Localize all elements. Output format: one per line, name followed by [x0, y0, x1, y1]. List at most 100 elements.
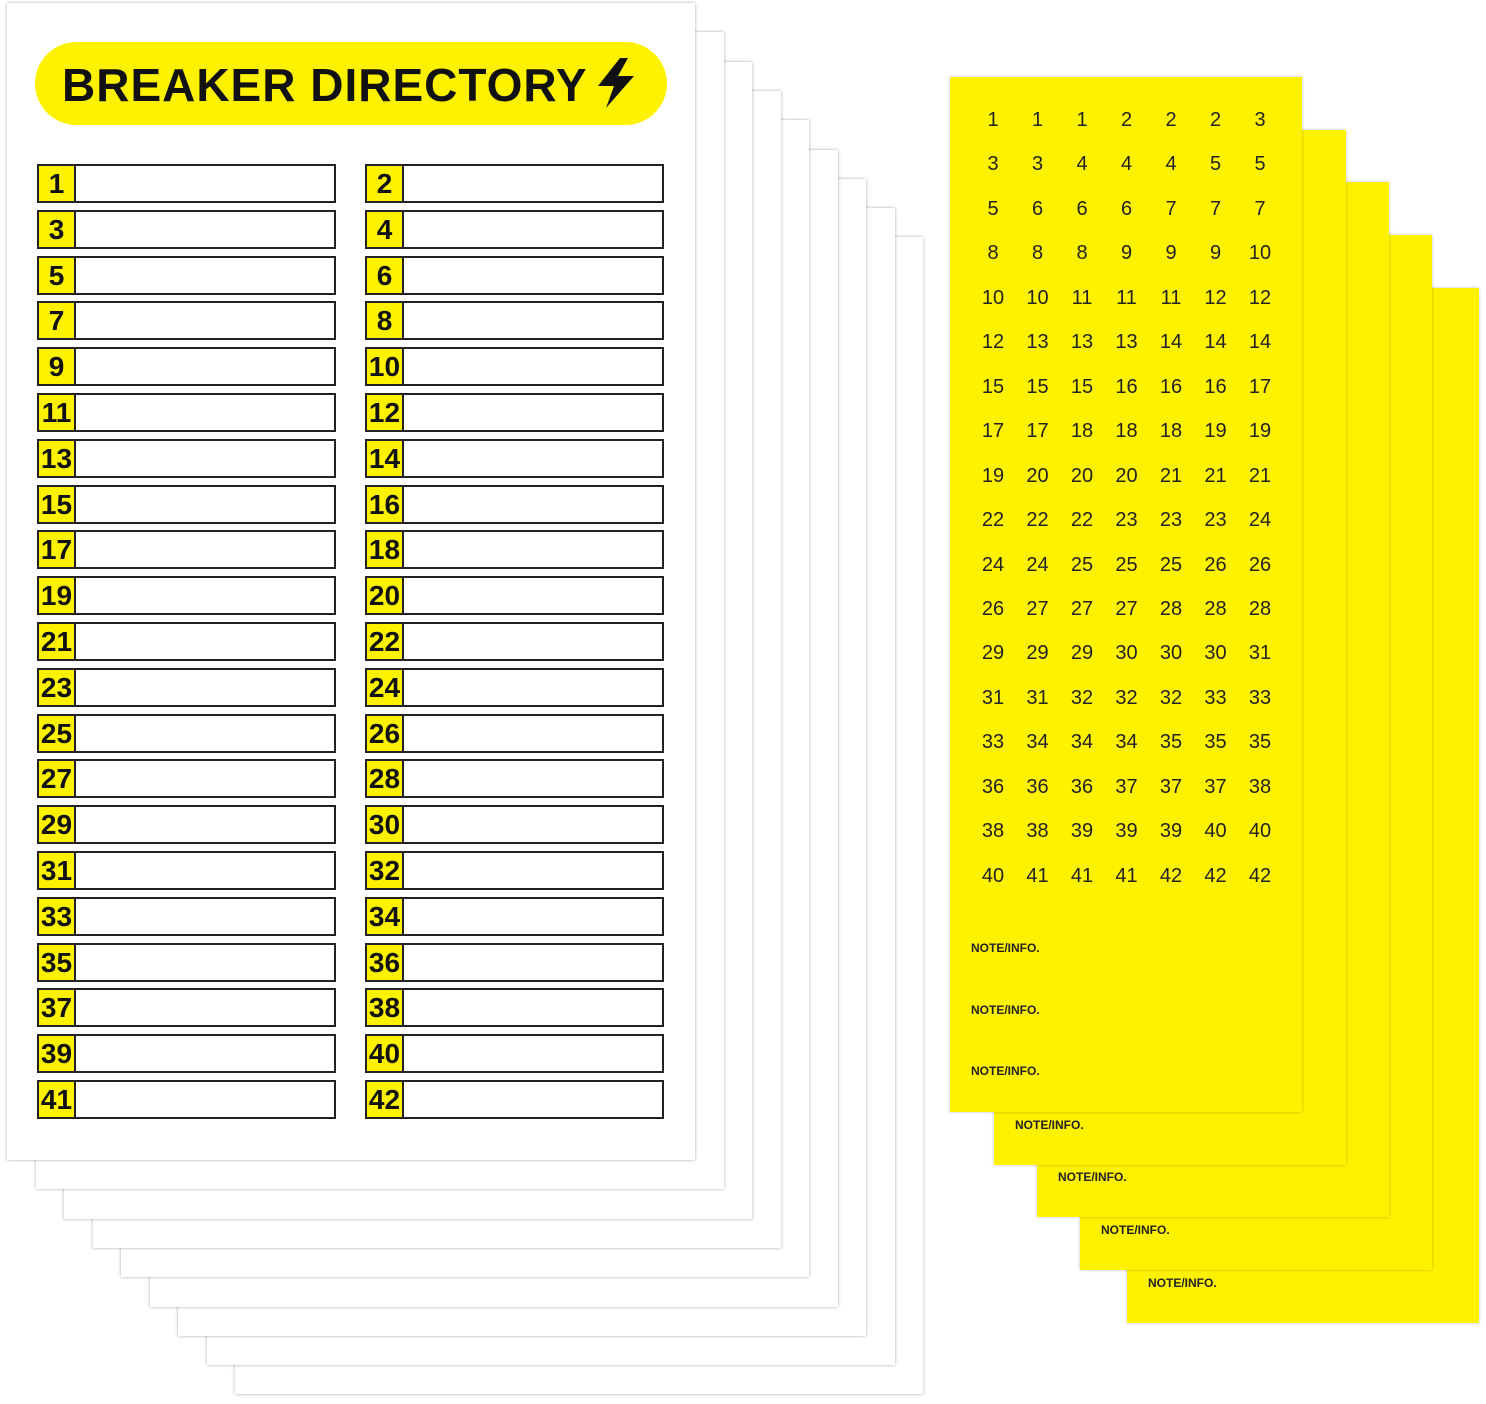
label-number: 35 [1204, 731, 1227, 754]
slot: 21 [37, 622, 336, 661]
label-number: 13 [1070, 331, 1094, 354]
label-number: 11 [1160, 286, 1182, 309]
label-number: 1 [987, 109, 999, 131]
label-number: 38 [981, 820, 1005, 843]
slot: 7 [37, 301, 336, 341]
slot-number: 21 [39, 624, 76, 659]
title: BREAKER DIRECTORY [62, 59, 588, 111]
label-number: 37 [1115, 775, 1138, 798]
slot-number: 24 [367, 669, 404, 705]
label-number: 12 [1204, 286, 1227, 309]
label-number: 34 [1026, 731, 1049, 754]
slot: 34 [365, 896, 664, 936]
label-number: 17 [981, 420, 1005, 443]
slot: 2 [365, 164, 664, 203]
slot: 31 [37, 851, 336, 890]
slot: 11 [37, 393, 336, 432]
label-number: 21 [1248, 464, 1272, 487]
label-number: 30 [1204, 642, 1227, 665]
label-number: 15 [981, 375, 1005, 398]
label-number: 13 [1115, 331, 1138, 354]
label-number: 18 [1115, 420, 1138, 443]
label-number: 35 [1159, 731, 1183, 754]
label-number: 9 [1120, 242, 1133, 265]
slot: 22 [365, 622, 664, 661]
slot: 20 [365, 576, 664, 616]
label-number: 20 [1070, 464, 1094, 487]
slot: 41 [37, 1080, 336, 1119]
label-number: 31 [1026, 686, 1049, 709]
label-number: 14 [1204, 331, 1227, 354]
label-number: 29 [981, 642, 1005, 665]
slot-number: 25 [39, 715, 76, 751]
label-number: 6 [1031, 197, 1044, 220]
label-number: 16 [1204, 375, 1227, 398]
slot-number: 19 [39, 578, 76, 614]
label-number: 8 [987, 242, 999, 265]
label-number: 26 [1204, 553, 1227, 576]
label-number: 27 [1070, 597, 1094, 620]
label-number: 34 [1115, 731, 1138, 754]
label-number: 37 [1204, 775, 1227, 798]
slot: 26 [365, 713, 664, 753]
slot: 25 [37, 713, 336, 753]
slot-number: 38 [367, 990, 404, 1026]
note: NOTE/INFO. [971, 941, 1040, 955]
label-number: 5 [987, 197, 999, 220]
slot-number: 23 [39, 669, 76, 705]
label-number: 40 [1204, 820, 1227, 843]
slot-number: 18 [367, 532, 404, 568]
label-number: 2 [1120, 109, 1133, 131]
slot: 3 [37, 209, 336, 249]
label-number: 38 [1026, 820, 1049, 843]
slot: 39 [37, 1034, 336, 1074]
label-number: 7 [1254, 197, 1266, 220]
slot-number: 10 [367, 349, 404, 385]
label-number: 35 [1248, 731, 1272, 754]
label-number: 4 [1076, 153, 1088, 176]
slot: 17 [37, 530, 336, 570]
slot-number: 30 [367, 807, 404, 843]
slot: 37 [37, 988, 336, 1028]
label-number: 14 [1159, 331, 1183, 354]
label-number: 37 [1159, 775, 1183, 798]
slot: 18 [365, 530, 664, 570]
slot-number: 8 [367, 303, 404, 339]
label-number: 10 [1026, 286, 1049, 309]
label-number: 41 [1070, 864, 1094, 887]
label-number: 19 [1248, 420, 1272, 443]
label-number: 8 [1076, 242, 1088, 265]
label-number: 21 [1159, 464, 1183, 487]
slot-number: 35 [39, 944, 76, 980]
label-number: 25 [1159, 553, 1183, 576]
slot-number: 28 [367, 761, 404, 797]
label-number: 17 [1026, 420, 1049, 443]
slot: 19 [37, 576, 336, 616]
label-number: 10 [1248, 242, 1272, 265]
label-number: 7 [1209, 197, 1222, 220]
label-number: 36 [1026, 775, 1049, 798]
note: NOTE/INFO. [1101, 1223, 1170, 1237]
slot-number: 13 [39, 440, 76, 476]
slot-number: 26 [367, 715, 404, 751]
title-pill [35, 42, 667, 125]
slot-number: 29 [39, 807, 76, 843]
slot: 29 [37, 805, 336, 845]
label-number: 3 [1254, 109, 1266, 131]
slot-number: 36 [367, 944, 404, 980]
slot: 8 [365, 301, 664, 341]
label-number: 14 [1248, 331, 1272, 354]
label-number: 32 [1159, 686, 1183, 709]
label-number: 5 [1254, 153, 1266, 176]
label-number: 12 [981, 331, 1005, 354]
label-number: 6 [1076, 197, 1088, 220]
slot: 12 [365, 393, 664, 432]
slot-number: 32 [367, 853, 404, 888]
note: NOTE/INFO. [1058, 1170, 1127, 1184]
label-number: 7 [1165, 197, 1177, 220]
label-number: 20 [1115, 464, 1138, 487]
label-number: 40 [1248, 820, 1272, 843]
label-number: 8 [1031, 242, 1044, 265]
slot: 38 [365, 988, 664, 1028]
slot: 15 [37, 484, 336, 524]
